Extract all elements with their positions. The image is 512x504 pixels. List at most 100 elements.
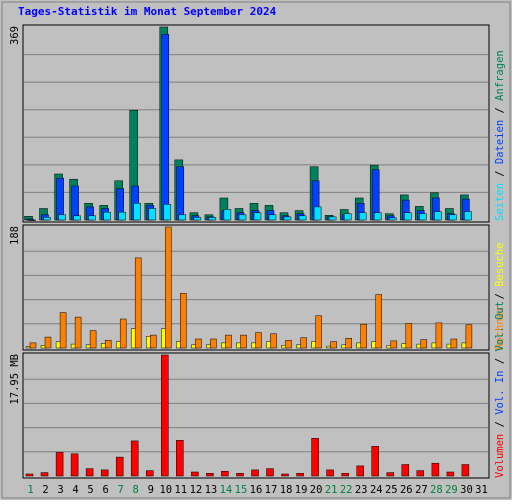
legend-part: Volumen xyxy=(494,434,506,478)
bar-rechner-day-11 xyxy=(180,293,187,349)
y-max-label-2: 17.95 MB xyxy=(9,354,21,405)
bar-volumen-day-15 xyxy=(236,473,244,477)
legend-part: Rechner xyxy=(494,306,506,350)
bar-volumen-day-23 xyxy=(356,465,364,477)
x-tick-label-4: 4 xyxy=(72,484,78,496)
bar-rechner-day-22 xyxy=(345,338,352,349)
y-axis-labels: 369 188 17.95 MB xyxy=(9,26,21,405)
bar-volumen-day-9 xyxy=(146,470,154,477)
x-tick-label-23: 23 xyxy=(355,484,368,496)
right-label-top: Seiten / Dateien / Anfragen xyxy=(494,50,506,221)
x-tick-label-2: 2 xyxy=(42,484,48,496)
bar-rechner-day-17 xyxy=(270,333,277,349)
bar-volumen-day-14 xyxy=(221,471,229,477)
bar-volumen-day-20 xyxy=(311,438,319,477)
bar-seiten-day-21 xyxy=(328,216,337,221)
bar-volumen-day-29 xyxy=(446,471,455,477)
bar-volumen-day-26 xyxy=(401,464,410,477)
x-tick-label-22: 22 xyxy=(340,484,353,496)
chart-title: Tages-Statistik im Monat September 2024 xyxy=(18,5,277,18)
bar-dateien-day-4 xyxy=(71,185,79,221)
bar-volumen-day-5 xyxy=(85,468,94,477)
x-tick-label-10: 10 xyxy=(159,484,172,496)
legend-part: / xyxy=(494,352,506,371)
bar-rechner-day-25 xyxy=(390,340,398,349)
legend-part: Anfragen xyxy=(494,50,506,101)
bar-dateien-day-3 xyxy=(56,177,64,221)
x-tick-label-15: 15 xyxy=(235,484,248,496)
bar-rechner-day-20 xyxy=(315,315,322,349)
x-tick-label-29: 29 xyxy=(445,484,458,496)
bar-seiten-day-26 xyxy=(404,212,412,221)
x-tick-label-7: 7 xyxy=(118,484,124,496)
bar-seiten-day-29 xyxy=(449,214,457,221)
bar-seiten-day-28 xyxy=(434,211,442,221)
bar-seiten-day-9 xyxy=(148,208,157,221)
bar-rechner-day-29 xyxy=(450,338,458,349)
right-label-bottom: Volumen / Vol. In / Vol. Out xyxy=(494,301,506,478)
bar-seiten-day-15 xyxy=(238,214,247,221)
bar-volumen-day-17 xyxy=(266,468,274,477)
x-tick-label-16: 16 xyxy=(250,484,263,496)
bar-volumen-day-8 xyxy=(130,440,139,477)
bar-rechner-day-10 xyxy=(165,226,172,349)
bar-volumen-day-1 xyxy=(25,473,34,477)
x-axis-labels: 1 2 3 4 5 6 7 8 9 10 11 12 13 14 15 16 17 18 19 20 21 22 23 24 2… xyxy=(27,484,487,496)
x-tick-label-9: 9 xyxy=(148,484,154,496)
bar-seiten-day-11 xyxy=(178,214,187,221)
bar-seiten-day-16 xyxy=(253,212,262,221)
bar-rechner-day-1 xyxy=(29,342,37,349)
x-tick-label-25: 25 xyxy=(385,484,398,496)
x-tick-label-24: 24 xyxy=(370,484,383,496)
legend-part: / xyxy=(494,415,506,434)
bar-seiten-day-19 xyxy=(298,215,307,221)
bar-seiten-day-4 xyxy=(73,215,81,221)
legend-part: / xyxy=(494,287,506,306)
gridlines xyxy=(24,54,488,453)
legend-part: Vol. Out xyxy=(494,301,506,352)
bar-rechner-day-9 xyxy=(150,334,157,349)
bar-volumen-day-10 xyxy=(161,354,169,477)
bar-volumen-day-27 xyxy=(416,470,425,477)
bar-volumen-day-4 xyxy=(70,453,79,477)
x-tick-label-6: 6 xyxy=(103,484,109,496)
x-tick-label-20: 20 xyxy=(310,484,323,496)
bar-seiten-day-3 xyxy=(58,214,66,221)
bar-seiten-day-14 xyxy=(223,209,232,221)
bar-rechner-day-13 xyxy=(210,338,217,349)
legend-part: Seiten xyxy=(494,183,506,221)
bar-seiten-day-27 xyxy=(419,213,427,221)
bar-seiten-day-8 xyxy=(133,203,141,221)
bar-dateien-day-11 xyxy=(176,166,185,221)
y-max-label-1: 188 xyxy=(9,226,21,245)
bar-rechner-day-5 xyxy=(89,330,97,349)
bar-rechner-day-27 xyxy=(420,339,428,349)
x-tick-label-28: 28 xyxy=(430,484,443,496)
bar-volumen-day-22 xyxy=(341,473,349,477)
x-tick-label-8: 8 xyxy=(133,484,139,496)
bar-rechner-day-12 xyxy=(195,338,202,349)
x-tick-label-1: 1 xyxy=(27,484,33,496)
bar-rechner-day-4 xyxy=(74,316,82,349)
bar-seiten-day-10 xyxy=(163,204,172,221)
bar-volumen-day-12 xyxy=(191,471,199,477)
x-tick-label-14: 14 xyxy=(220,484,233,496)
bar-rechner-day-23 xyxy=(360,323,367,349)
bar-seiten-day-20 xyxy=(313,206,322,221)
bar-rechner-day-7 xyxy=(119,318,127,349)
y-max-label-0: 369 xyxy=(9,26,21,45)
bar-volumen-day-7 xyxy=(115,456,124,477)
bar-rechner-day-14 xyxy=(225,334,232,349)
bar-seiten-day-1 xyxy=(28,219,36,221)
bar-seiten-day-23 xyxy=(358,212,367,221)
x-tick-label-21: 21 xyxy=(325,484,338,496)
bar-seiten-day-5 xyxy=(88,215,96,221)
bar-volumen-day-2 xyxy=(40,472,49,477)
bar-dateien-day-10 xyxy=(161,34,170,221)
bar-layer xyxy=(24,26,473,477)
bar-rechner-day-2 xyxy=(44,336,52,349)
bar-volumen-day-19 xyxy=(296,473,304,477)
